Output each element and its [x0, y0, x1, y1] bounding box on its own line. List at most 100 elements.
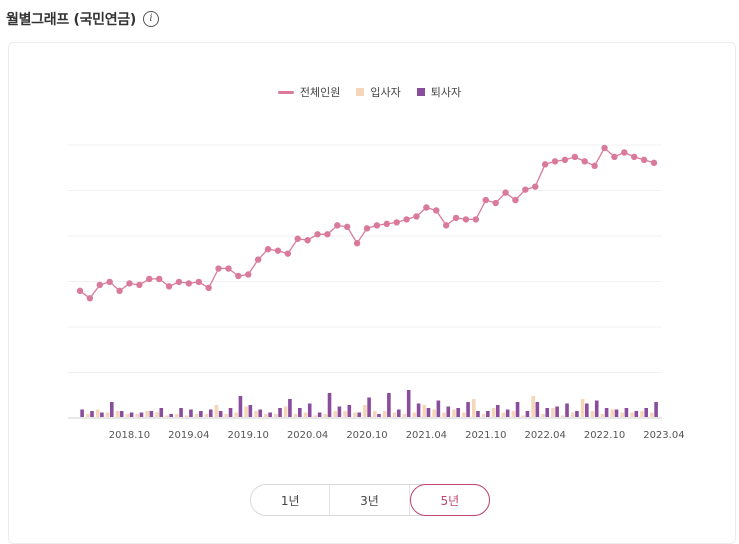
point-total — [324, 231, 331, 238]
point-total — [462, 216, 470, 223]
point-total — [284, 250, 292, 257]
bar-leavers — [169, 414, 173, 417]
point-total — [571, 153, 579, 161]
bar-joiners — [590, 411, 595, 417]
bar-joiners — [610, 409, 615, 417]
point-total — [611, 153, 618, 161]
x-tick-label: 2022.04 — [524, 430, 565, 441]
range-1y-button[interactable]: 1년 — [251, 485, 331, 515]
legend-label-total: 전체인원 — [299, 86, 341, 99]
bar-joiners — [175, 414, 179, 417]
range-selector: 1년 3년 5년 — [250, 484, 490, 516]
bar-leavers — [179, 408, 183, 417]
point-total — [393, 219, 400, 226]
bar-leavers — [238, 396, 243, 417]
bar-joiners — [521, 415, 526, 417]
bar-leavers — [109, 402, 114, 417]
bar-leavers — [80, 409, 84, 417]
bar-leavers — [604, 408, 609, 417]
bar-leavers — [575, 411, 579, 417]
point-total — [373, 222, 381, 229]
point-total — [452, 214, 460, 222]
bar-leavers — [159, 408, 164, 417]
bar-leavers — [248, 405, 253, 417]
point-total — [235, 272, 242, 280]
bar-leavers — [307, 403, 312, 417]
point-total — [433, 207, 440, 214]
bar-leavers — [535, 402, 540, 417]
bar-leavers — [436, 400, 441, 417]
point-total — [482, 196, 489, 204]
bar-joiners — [570, 412, 575, 417]
bar-joiners — [254, 411, 258, 417]
bar-leavers — [100, 412, 104, 417]
bar-joiners — [353, 412, 357, 417]
bar-joiners — [580, 399, 585, 417]
bar-leavers — [486, 411, 490, 417]
bar-leavers — [654, 402, 658, 417]
bar-joiners — [650, 412, 654, 417]
bar-leavers — [337, 406, 342, 417]
point-total — [363, 225, 371, 232]
bar-joiners — [481, 414, 486, 417]
point-total — [512, 196, 519, 204]
bar-leavers — [505, 409, 510, 417]
bar-leavers — [614, 409, 619, 417]
range-5y-button[interactable]: 5년 — [409, 484, 490, 516]
x-tick-label: 2020.04 — [287, 430, 328, 441]
point-total — [146, 275, 153, 283]
range-3y-button[interactable]: 3년 — [330, 485, 410, 515]
bar-leavers — [278, 408, 282, 417]
bar-leavers — [624, 408, 629, 417]
point-total — [551, 158, 559, 165]
legend-swatch-total — [277, 90, 294, 94]
bar-leavers — [139, 412, 144, 417]
chart-card — [8, 42, 736, 544]
point-total — [581, 158, 588, 165]
bar-joiners — [165, 415, 169, 417]
bar-joiners — [432, 409, 436, 417]
bar-joiners — [442, 412, 446, 417]
bar-joiners — [422, 405, 427, 417]
bar-leavers — [377, 414, 381, 417]
point-total — [334, 222, 341, 229]
point-total — [274, 247, 282, 254]
point-total — [403, 216, 410, 223]
monthly-chart: 2018.10 2019.04 2019.10 2020.04 2020.10 2021.… — [68, 144, 685, 441]
bar-joiners — [392, 412, 397, 417]
legend-item-leavers[interactable]: 퇴사자 — [416, 84, 461, 100]
bar-joiners — [283, 406, 288, 417]
point-total — [96, 281, 103, 289]
point-total — [86, 295, 94, 302]
bar-joiners — [412, 412, 417, 417]
x-tick-label: 2022.10 — [584, 430, 625, 441]
point-total — [116, 287, 123, 295]
point-total — [165, 283, 173, 290]
bar-leavers — [119, 411, 124, 417]
legend-swatch-joiners — [356, 88, 365, 96]
point-total — [541, 161, 549, 168]
point-total — [136, 281, 143, 289]
bar-leavers — [495, 405, 500, 417]
legend-item-joiners[interactable]: 입사자 — [356, 84, 401, 100]
point-total — [591, 162, 598, 170]
bar-leavers — [634, 411, 639, 417]
bar-joiners — [511, 411, 516, 417]
point-total — [492, 199, 499, 207]
bar-joiners — [402, 414, 407, 417]
bar-leavers — [288, 399, 292, 417]
point-total — [522, 186, 529, 193]
legend-item-total[interactable]: 전체인원 — [277, 84, 341, 100]
bar-leavers — [149, 411, 154, 417]
point-total — [472, 216, 480, 223]
bar-leavers — [426, 408, 431, 417]
point-total — [502, 189, 509, 196]
bar-leavers — [228, 408, 233, 417]
bar-joiners — [561, 415, 565, 417]
info-icon[interactable]: i — [143, 11, 159, 27]
point-total — [225, 265, 232, 272]
bar-joiners — [363, 405, 367, 417]
bar-joiners — [105, 412, 110, 417]
point-total — [532, 183, 539, 190]
x-tick-label: 2018.10 — [109, 430, 150, 441]
